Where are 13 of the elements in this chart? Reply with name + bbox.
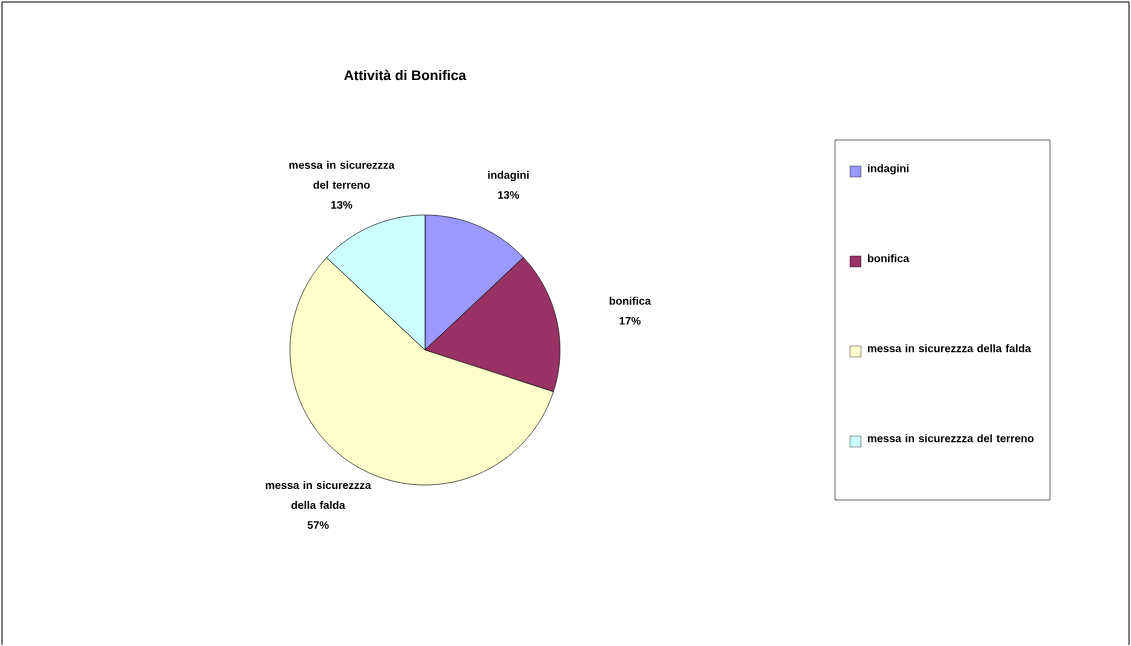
legend-label: bonifica	[867, 254, 910, 263]
slice-label: bonifica	[609, 297, 652, 306]
data-label: 13%	[331, 201, 353, 209]
category-label: indagini	[488, 171, 529, 182]
data-label: 17%	[619, 317, 641, 325]
slice-label: messa in sicurezzza della falda	[265, 481, 372, 510]
data-label: 57%	[307, 521, 329, 530]
data-label: 13%	[498, 191, 520, 200]
chart-title: Attività di Bonifica	[344, 70, 467, 81]
slice-label: messa in sicurezzza del terreno	[289, 161, 395, 190]
legend-label: indagini	[867, 164, 909, 175]
legend-label: messa in sicurezzza del terreno	[867, 434, 1034, 443]
legend-label: messa in sicurezzza della falda	[867, 344, 1032, 353]
